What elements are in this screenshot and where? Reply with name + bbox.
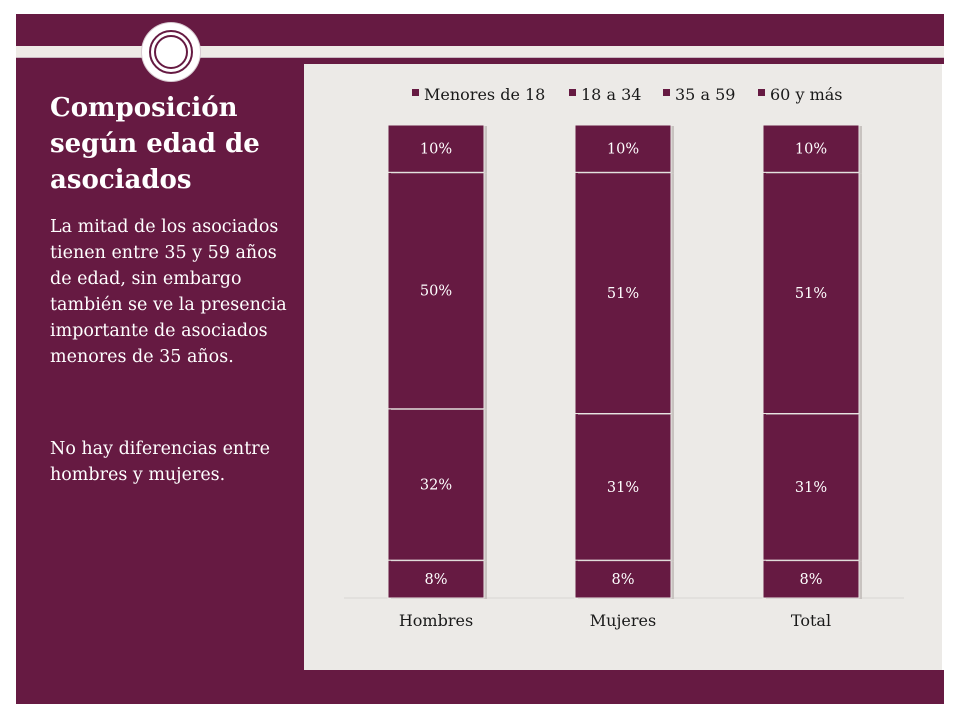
data-label-2-4: 10% xyxy=(795,142,827,158)
circle-emblem-icon xyxy=(142,23,200,81)
bar-segment-0-4 xyxy=(387,124,485,173)
data-label-2-2: 31% xyxy=(795,480,827,496)
circle-emblem-inner-ring xyxy=(154,35,188,69)
legend-marker-0 xyxy=(412,89,419,96)
data-label-0-4: 10% xyxy=(420,142,452,158)
top-rule xyxy=(16,57,944,58)
stacked-bar-chart: Menores de 18 18 a 34 35 a 59 60 y más 8% 32%… xyxy=(344,85,904,630)
bar-segment-0-3 xyxy=(387,171,485,410)
bar-segment-1-3 xyxy=(574,171,672,415)
legend-label-3: 60 y más xyxy=(770,85,843,104)
bar-segment-2-3 xyxy=(762,171,860,415)
data-label-1-4: 10% xyxy=(607,142,639,158)
data-label-0-2: 32% xyxy=(420,477,452,493)
data-label-2-3: 51% xyxy=(795,286,827,302)
category-label-1: Mujeres xyxy=(590,611,656,630)
category-label-0: Hombres xyxy=(399,611,473,630)
bar-segment-2-4 xyxy=(762,124,860,173)
legend-marker-3 xyxy=(758,89,765,96)
panel-right-rule xyxy=(942,64,944,670)
legend-label-1: 18 a 34 xyxy=(581,85,641,104)
data-label-1-1: 8% xyxy=(611,572,634,588)
top-strip xyxy=(16,46,944,58)
data-label-0-3: 50% xyxy=(420,284,452,300)
legend-marker-1 xyxy=(569,89,576,96)
data-label-1-2: 31% xyxy=(607,480,639,496)
category-label-2: Total xyxy=(791,611,831,630)
legend-label-2: 35 a 59 xyxy=(675,85,735,104)
body-paragraph-2: No hay diferencias entre hombres y mujer… xyxy=(50,439,270,485)
bar-segment-1-2 xyxy=(574,413,672,561)
legend-marker-2 xyxy=(663,89,670,96)
circle-emblem-outer-ring xyxy=(149,30,193,74)
data-label-1-3: 51% xyxy=(607,286,639,302)
bar-segment-1-4 xyxy=(574,124,672,173)
bar-segment-0-2 xyxy=(387,408,485,561)
legend-label-0: Menores de 18 xyxy=(424,85,545,104)
data-label-2-1: 8% xyxy=(799,572,822,588)
data-label-0-1: 8% xyxy=(424,572,447,588)
body-paragraph-1: La mitad de los asociados tienen entre 3… xyxy=(50,217,287,367)
bar-segment-2-1 xyxy=(762,559,860,599)
slide-title: Composición según edad de asociados xyxy=(50,93,260,195)
